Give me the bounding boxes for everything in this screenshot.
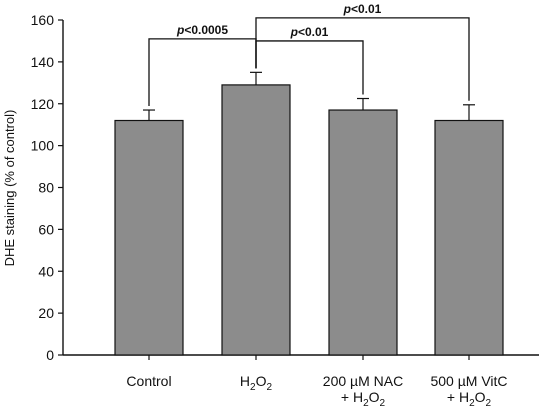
x-category-label: Control — [126, 373, 171, 389]
y-tick-label: 60 — [38, 221, 54, 237]
x-category-label: 200 µM NAC — [323, 373, 403, 389]
y-tick-label: 0 — [46, 347, 54, 363]
bar — [328, 109, 398, 356]
y-tick-label: 160 — [31, 12, 55, 28]
x-category-label: H2O2 — [240, 373, 273, 393]
bar — [114, 119, 184, 356]
bar — [221, 84, 291, 356]
significance-label: p<0.0005 — [176, 23, 228, 37]
x-category-label-line2: + H2O2 — [341, 389, 386, 409]
y-tick-label: 120 — [31, 96, 55, 112]
x-category-label: 500 µM VitC — [430, 373, 507, 389]
significance-label: p<0.01 — [290, 25, 329, 39]
y-axis-label: DHE staining (% of control) — [2, 110, 17, 267]
x-category-label-line2: + H2O2 — [447, 389, 492, 409]
bar — [434, 119, 504, 356]
significance-label: p<0.01 — [343, 2, 382, 16]
y-tick-label: 140 — [31, 54, 55, 70]
significance-bracket — [255, 17, 470, 101]
y-tick-label: 100 — [31, 138, 55, 154]
plot-area: 0 20 40 60 80 100 120 140 160 Control H2O2 200 µM N… — [31, 2, 539, 409]
y-tick-label: 80 — [38, 180, 54, 196]
y-tick-label: 20 — [38, 305, 54, 321]
y-tick-label: 40 — [38, 263, 54, 279]
